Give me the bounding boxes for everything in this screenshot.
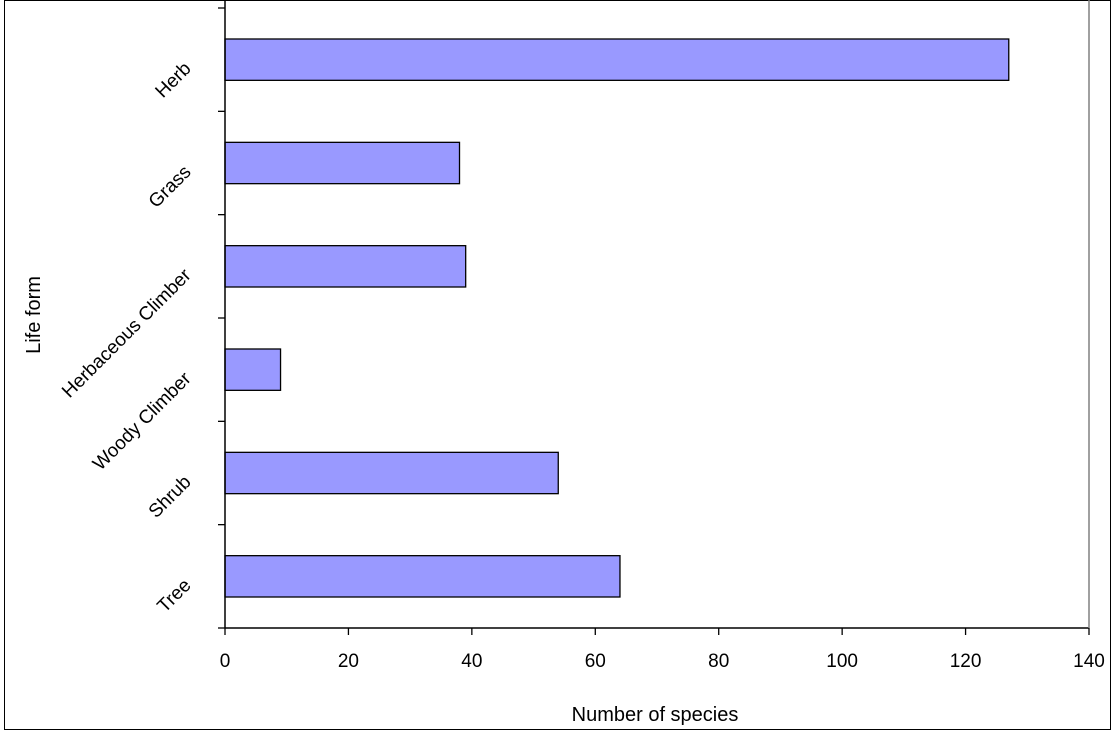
y-tick-label-shrub: Shrub (145, 472, 196, 523)
x-tick-label-60: 60 (585, 651, 606, 672)
chart-frame (4, 0, 1111, 730)
x-tick-label-20: 20 (338, 651, 359, 672)
x-tick-label-40: 40 (461, 651, 482, 672)
bar-herb (224, 38, 1010, 81)
bar-woody-climber (224, 348, 282, 391)
y-tick-label-grass: Grass (145, 162, 196, 213)
y-tick-label-tree: Tree (154, 575, 196, 617)
y-axis-title: Life form (23, 276, 45, 354)
bar-shrub (224, 451, 559, 495)
bars-layer (224, 38, 1010, 598)
bar-tree (224, 555, 621, 598)
x-axis-title: Number of species (572, 704, 739, 726)
x-tick-label-140: 140 (1073, 651, 1105, 672)
bar-grass (224, 141, 461, 185)
axes-layer (218, 0, 1090, 635)
x-tick-label-80: 80 (708, 651, 729, 672)
x-tick-label-0: 0 (220, 651, 231, 672)
y-tick-label-herb: Herb (152, 58, 196, 102)
bar-herbaceous-climber (224, 245, 467, 288)
x-tick-label-100: 100 (826, 651, 858, 672)
x-tick-label-120: 120 (950, 651, 982, 672)
y-tick-label-woody-climber: Woody Climber (89, 368, 196, 475)
